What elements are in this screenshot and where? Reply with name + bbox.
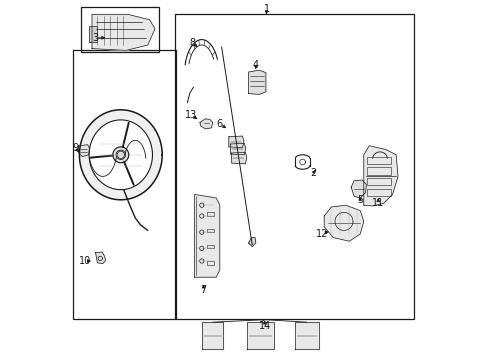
Polygon shape (364, 146, 398, 206)
Polygon shape (96, 252, 106, 264)
Text: 6: 6 (217, 119, 223, 129)
Bar (207, 261, 214, 265)
Text: 8: 8 (190, 38, 196, 48)
Bar (207, 229, 214, 232)
Polygon shape (248, 238, 256, 247)
Text: 3: 3 (93, 33, 98, 43)
Bar (81, 7, 159, 52)
Polygon shape (295, 322, 319, 349)
Bar (73, 50, 175, 319)
Polygon shape (79, 110, 162, 200)
Polygon shape (195, 194, 220, 277)
Polygon shape (202, 322, 223, 349)
Polygon shape (324, 205, 364, 241)
Text: 13: 13 (185, 110, 197, 120)
Polygon shape (248, 70, 266, 94)
Text: 14: 14 (259, 321, 271, 331)
Text: 11: 11 (372, 198, 384, 208)
Polygon shape (200, 119, 213, 129)
Bar (368, 167, 391, 175)
Text: 2: 2 (310, 168, 317, 178)
Polygon shape (89, 120, 152, 190)
Bar (368, 157, 391, 164)
Polygon shape (79, 145, 90, 157)
Polygon shape (229, 136, 244, 148)
Polygon shape (232, 152, 247, 164)
Polygon shape (231, 143, 245, 155)
Bar (175, 14, 414, 319)
Bar (90, 26, 97, 42)
Text: 9: 9 (73, 143, 79, 153)
Text: 12: 12 (316, 229, 329, 239)
Text: 5: 5 (357, 195, 363, 205)
Polygon shape (351, 180, 367, 198)
Polygon shape (247, 322, 274, 349)
Bar (368, 189, 391, 196)
Text: 1: 1 (264, 4, 270, 14)
Polygon shape (92, 14, 155, 50)
Text: 7: 7 (200, 285, 207, 295)
Bar (207, 212, 214, 216)
Polygon shape (113, 147, 129, 163)
Bar (207, 245, 214, 248)
Text: 10: 10 (79, 256, 91, 266)
Bar (368, 178, 391, 185)
Text: 4: 4 (253, 60, 259, 70)
